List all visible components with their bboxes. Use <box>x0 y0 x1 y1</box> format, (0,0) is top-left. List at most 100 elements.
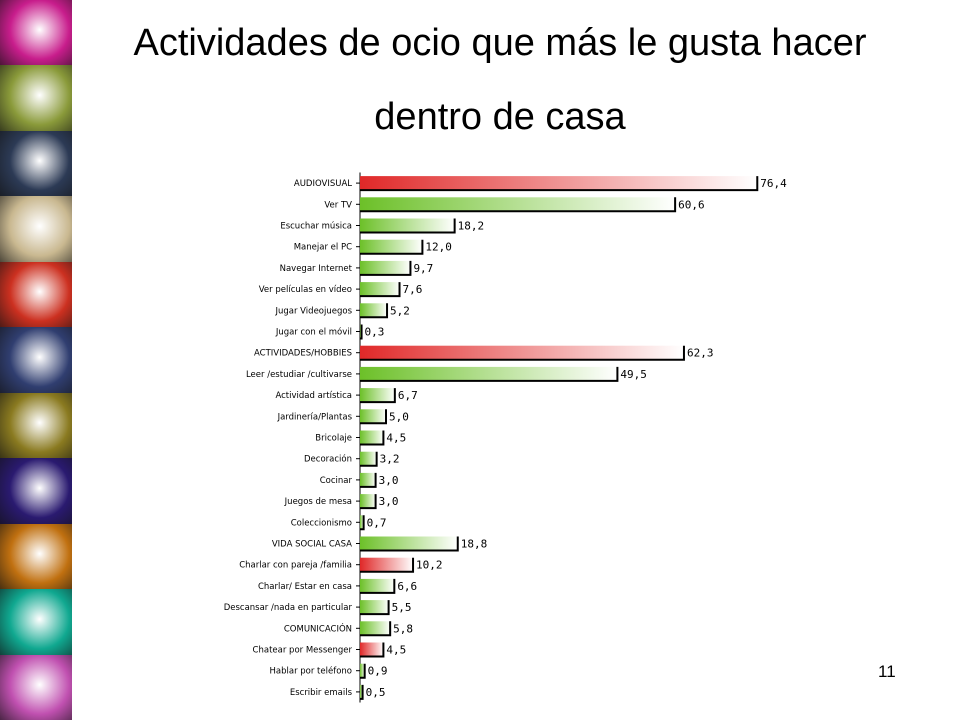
bar <box>360 345 684 360</box>
category-label: Hablar por teléfono <box>270 666 353 677</box>
bar-edge <box>360 324 363 340</box>
bar <box>360 282 400 297</box>
category-label: Navegar Internet <box>280 264 353 274</box>
category-label: Jugar Videojuegos <box>274 306 352 316</box>
category-label: Actividad artística <box>275 391 352 401</box>
bar-edge <box>360 345 685 361</box>
bar <box>360 451 377 466</box>
bar <box>360 621 391 636</box>
value-label: 9,7 <box>413 262 433 275</box>
bar <box>360 494 376 509</box>
bar <box>360 430 384 445</box>
bar-edge <box>360 303 389 319</box>
bar <box>360 600 389 615</box>
value-label: 0,3 <box>365 326 385 339</box>
category-label: Descansar /nada en particular <box>224 603 353 613</box>
bar-edge <box>360 197 677 213</box>
category-label: Charlar/ Estar en casa <box>258 582 352 592</box>
photo-tile <box>0 589 72 656</box>
photo-tile <box>0 196 72 263</box>
category-label: Jugar con el móvil <box>275 327 352 338</box>
photo-tile <box>0 392 72 460</box>
bar <box>360 663 365 678</box>
value-label: 60,6 <box>678 198 705 211</box>
bar-edge <box>360 282 401 298</box>
bar-edge <box>360 621 392 637</box>
bar <box>360 303 388 318</box>
value-label: 3,0 <box>379 474 399 487</box>
bar <box>360 239 423 254</box>
bar-edge <box>360 239 424 255</box>
photo-tile <box>0 327 72 394</box>
bar <box>360 409 386 424</box>
value-label: 3,2 <box>380 453 400 466</box>
bar-edge <box>360 515 365 531</box>
bar-edge <box>360 642 385 658</box>
photo-tile <box>0 261 72 329</box>
category-label: AUDIOVISUAL <box>294 179 352 189</box>
value-label: 5,0 <box>389 410 409 423</box>
category-label: Ver TV <box>324 200 352 210</box>
bar-edge <box>360 536 459 552</box>
category-label: Juegos de mesa <box>284 497 352 507</box>
bar-edge <box>360 388 396 404</box>
value-label: 18,2 <box>458 220 485 233</box>
title-line-2: dentro de casa <box>374 96 626 138</box>
category-label: Coleccionismo <box>291 518 352 528</box>
bar <box>360 684 363 699</box>
bar-edge <box>360 218 456 234</box>
bar-edge <box>360 663 366 679</box>
photo-tile <box>0 654 72 720</box>
bar-edge <box>360 409 387 425</box>
value-label: 5,5 <box>392 601 412 614</box>
category-label: Escribir emails <box>290 688 353 698</box>
bar-edge <box>360 430 385 446</box>
photo-tile <box>0 458 72 525</box>
photo-strip-decoration <box>0 0 72 720</box>
photo-tile <box>0 523 72 591</box>
value-label: 0,7 <box>367 516 387 529</box>
bar <box>360 642 384 657</box>
bar <box>360 218 455 233</box>
value-label: 6,7 <box>398 389 418 402</box>
category-label: Decoración <box>304 454 352 465</box>
slide-title: Actividades de ocio que más le gusta hac… <box>76 6 924 154</box>
bar-edge <box>360 366 619 382</box>
bar <box>360 515 364 530</box>
value-label: 62,3 <box>687 347 714 360</box>
category-label: Jardinería/Plantas <box>277 412 353 422</box>
bar <box>360 388 395 403</box>
category-label: Ver películas en vídeo <box>259 285 352 295</box>
category-label: Charlar con pareja /familia <box>239 561 352 571</box>
bar <box>360 472 376 487</box>
value-label: 6,6 <box>397 580 417 593</box>
value-label: 5,2 <box>390 304 410 317</box>
photo-tile <box>0 130 72 198</box>
value-label: 18,8 <box>461 538 488 551</box>
bar-edge <box>360 600 390 616</box>
category-label: Cocinar <box>320 476 353 486</box>
category-label: Chatear por Messenger <box>253 646 353 656</box>
bar-edge <box>360 176 759 192</box>
bar <box>360 260 411 275</box>
value-label: 49,5 <box>620 368 647 381</box>
page-number: 11 <box>878 662 896 681</box>
bar <box>360 536 458 551</box>
value-label: 3,0 <box>379 495 399 508</box>
category-label: COMUNICACIÓN <box>284 622 352 634</box>
bar <box>360 197 676 212</box>
value-label: 7,6 <box>403 283 423 296</box>
title-line-1: Actividades de ocio que más le gusta hac… <box>133 22 867 64</box>
value-label: 10,2 <box>416 559 443 572</box>
category-label: Bricolaje <box>315 434 352 444</box>
value-label: 12,0 <box>425 241 452 254</box>
bar <box>360 366 618 381</box>
value-label: 4,5 <box>386 644 406 657</box>
value-label: 4,5 <box>386 432 406 445</box>
bar-edge <box>360 557 415 573</box>
bar-edge <box>360 578 396 594</box>
category-label: Leer /estudiar /cultivarse <box>246 370 352 380</box>
bar-edge <box>360 260 412 276</box>
bar <box>360 578 395 593</box>
